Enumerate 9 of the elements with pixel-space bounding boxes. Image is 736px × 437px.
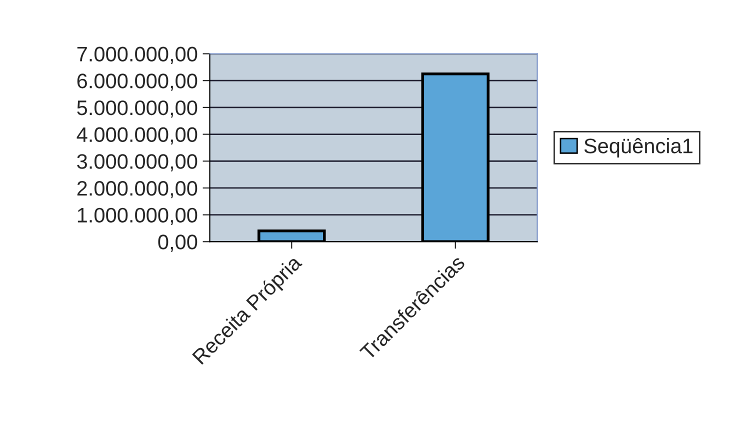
- y-tick-label: 5.000.000,00: [77, 100, 198, 118]
- y-tick-label: 3.000.000,00: [77, 154, 198, 172]
- y-tick-label: 7.000.000,00: [77, 46, 198, 64]
- y-tick-label: 0,00: [158, 234, 198, 252]
- y-tick-label: 1.000.000,00: [78, 208, 198, 226]
- y-tick-label: 4.000.000,00: [76, 127, 198, 144]
- legend-label: Seqüência1: [584, 138, 692, 158]
- y-tick-label: 2.000.000,00: [77, 180, 198, 198]
- y-tick-label: 6.000.000,00: [77, 74, 198, 91]
